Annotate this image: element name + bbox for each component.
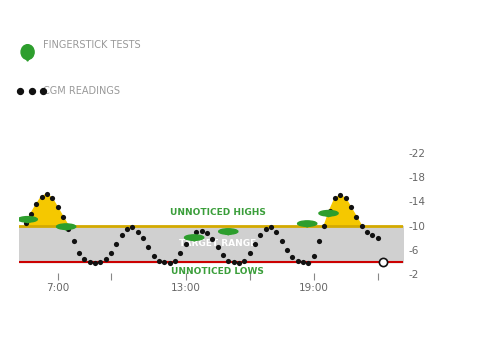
Point <box>177 250 184 256</box>
Circle shape <box>21 45 34 60</box>
Point <box>331 196 339 201</box>
Point <box>267 224 275 230</box>
Point <box>129 224 136 230</box>
Point <box>48 196 56 201</box>
Text: TARGET RANGE: TARGET RANGE <box>179 239 256 248</box>
Point <box>294 258 301 264</box>
Text: UNNOTICED HIGHS: UNNOTICED HIGHS <box>169 208 265 217</box>
Point <box>33 202 40 207</box>
Point <box>219 252 227 258</box>
Point <box>118 232 125 238</box>
Point <box>86 260 94 265</box>
Point <box>139 235 147 241</box>
Circle shape <box>298 221 317 226</box>
Point <box>134 229 142 235</box>
Text: CGM READINGS: CGM READINGS <box>44 86 120 96</box>
Point <box>40 88 48 94</box>
Point <box>22 220 29 225</box>
Point <box>198 228 205 233</box>
Point <box>166 260 173 265</box>
Point <box>70 238 77 244</box>
Point <box>144 244 152 250</box>
Polygon shape <box>23 221 33 223</box>
Point <box>299 260 307 265</box>
Point <box>160 260 168 265</box>
Point <box>16 88 24 94</box>
Polygon shape <box>61 228 72 230</box>
Point <box>208 236 216 242</box>
Point <box>203 230 211 236</box>
Polygon shape <box>302 225 312 227</box>
Point <box>187 234 195 239</box>
Circle shape <box>18 216 37 222</box>
Point <box>283 247 291 253</box>
Point <box>304 260 312 265</box>
Point <box>155 258 163 264</box>
Point <box>251 241 259 247</box>
Point <box>358 223 365 228</box>
Text: UNNOTICED LOWS: UNNOTICED LOWS <box>171 267 264 276</box>
Circle shape <box>219 229 238 234</box>
Polygon shape <box>323 214 334 216</box>
Point <box>374 235 382 241</box>
Point <box>123 226 131 232</box>
Point <box>107 250 115 256</box>
Circle shape <box>57 224 76 229</box>
Point <box>230 260 238 265</box>
Polygon shape <box>24 55 31 61</box>
Point <box>182 241 190 247</box>
Point <box>91 261 99 266</box>
Point <box>43 192 51 197</box>
Point <box>321 223 328 228</box>
Point <box>102 256 109 262</box>
Point <box>54 205 61 210</box>
Point <box>240 258 248 264</box>
Point <box>288 254 296 260</box>
Point <box>81 256 88 262</box>
Polygon shape <box>189 239 200 241</box>
Point <box>256 232 264 238</box>
Point <box>352 214 360 219</box>
Point <box>38 194 46 199</box>
Polygon shape <box>223 233 234 235</box>
Circle shape <box>319 211 338 216</box>
Circle shape <box>184 235 204 240</box>
Point <box>310 253 317 259</box>
Point <box>112 241 120 247</box>
Point <box>64 226 72 232</box>
Point <box>369 232 376 238</box>
Point <box>278 238 286 244</box>
Point <box>326 208 334 213</box>
Point <box>342 196 349 201</box>
Point <box>336 193 344 198</box>
Point <box>379 260 387 265</box>
Text: FINGERSTICK TESTS: FINGERSTICK TESTS <box>44 40 141 50</box>
Point <box>262 226 269 232</box>
Point <box>214 244 221 250</box>
Point <box>315 238 323 244</box>
Point <box>171 258 179 264</box>
Point <box>75 250 83 256</box>
Point <box>28 88 36 94</box>
Point <box>27 211 35 216</box>
Point <box>379 260 387 265</box>
Point <box>347 205 355 210</box>
Point <box>246 250 253 256</box>
Point <box>192 229 200 235</box>
Point <box>225 258 232 264</box>
Point <box>235 260 243 265</box>
Point <box>59 214 67 219</box>
Point <box>363 229 371 235</box>
Point <box>96 260 104 265</box>
Point <box>150 253 157 259</box>
Point <box>273 229 280 235</box>
